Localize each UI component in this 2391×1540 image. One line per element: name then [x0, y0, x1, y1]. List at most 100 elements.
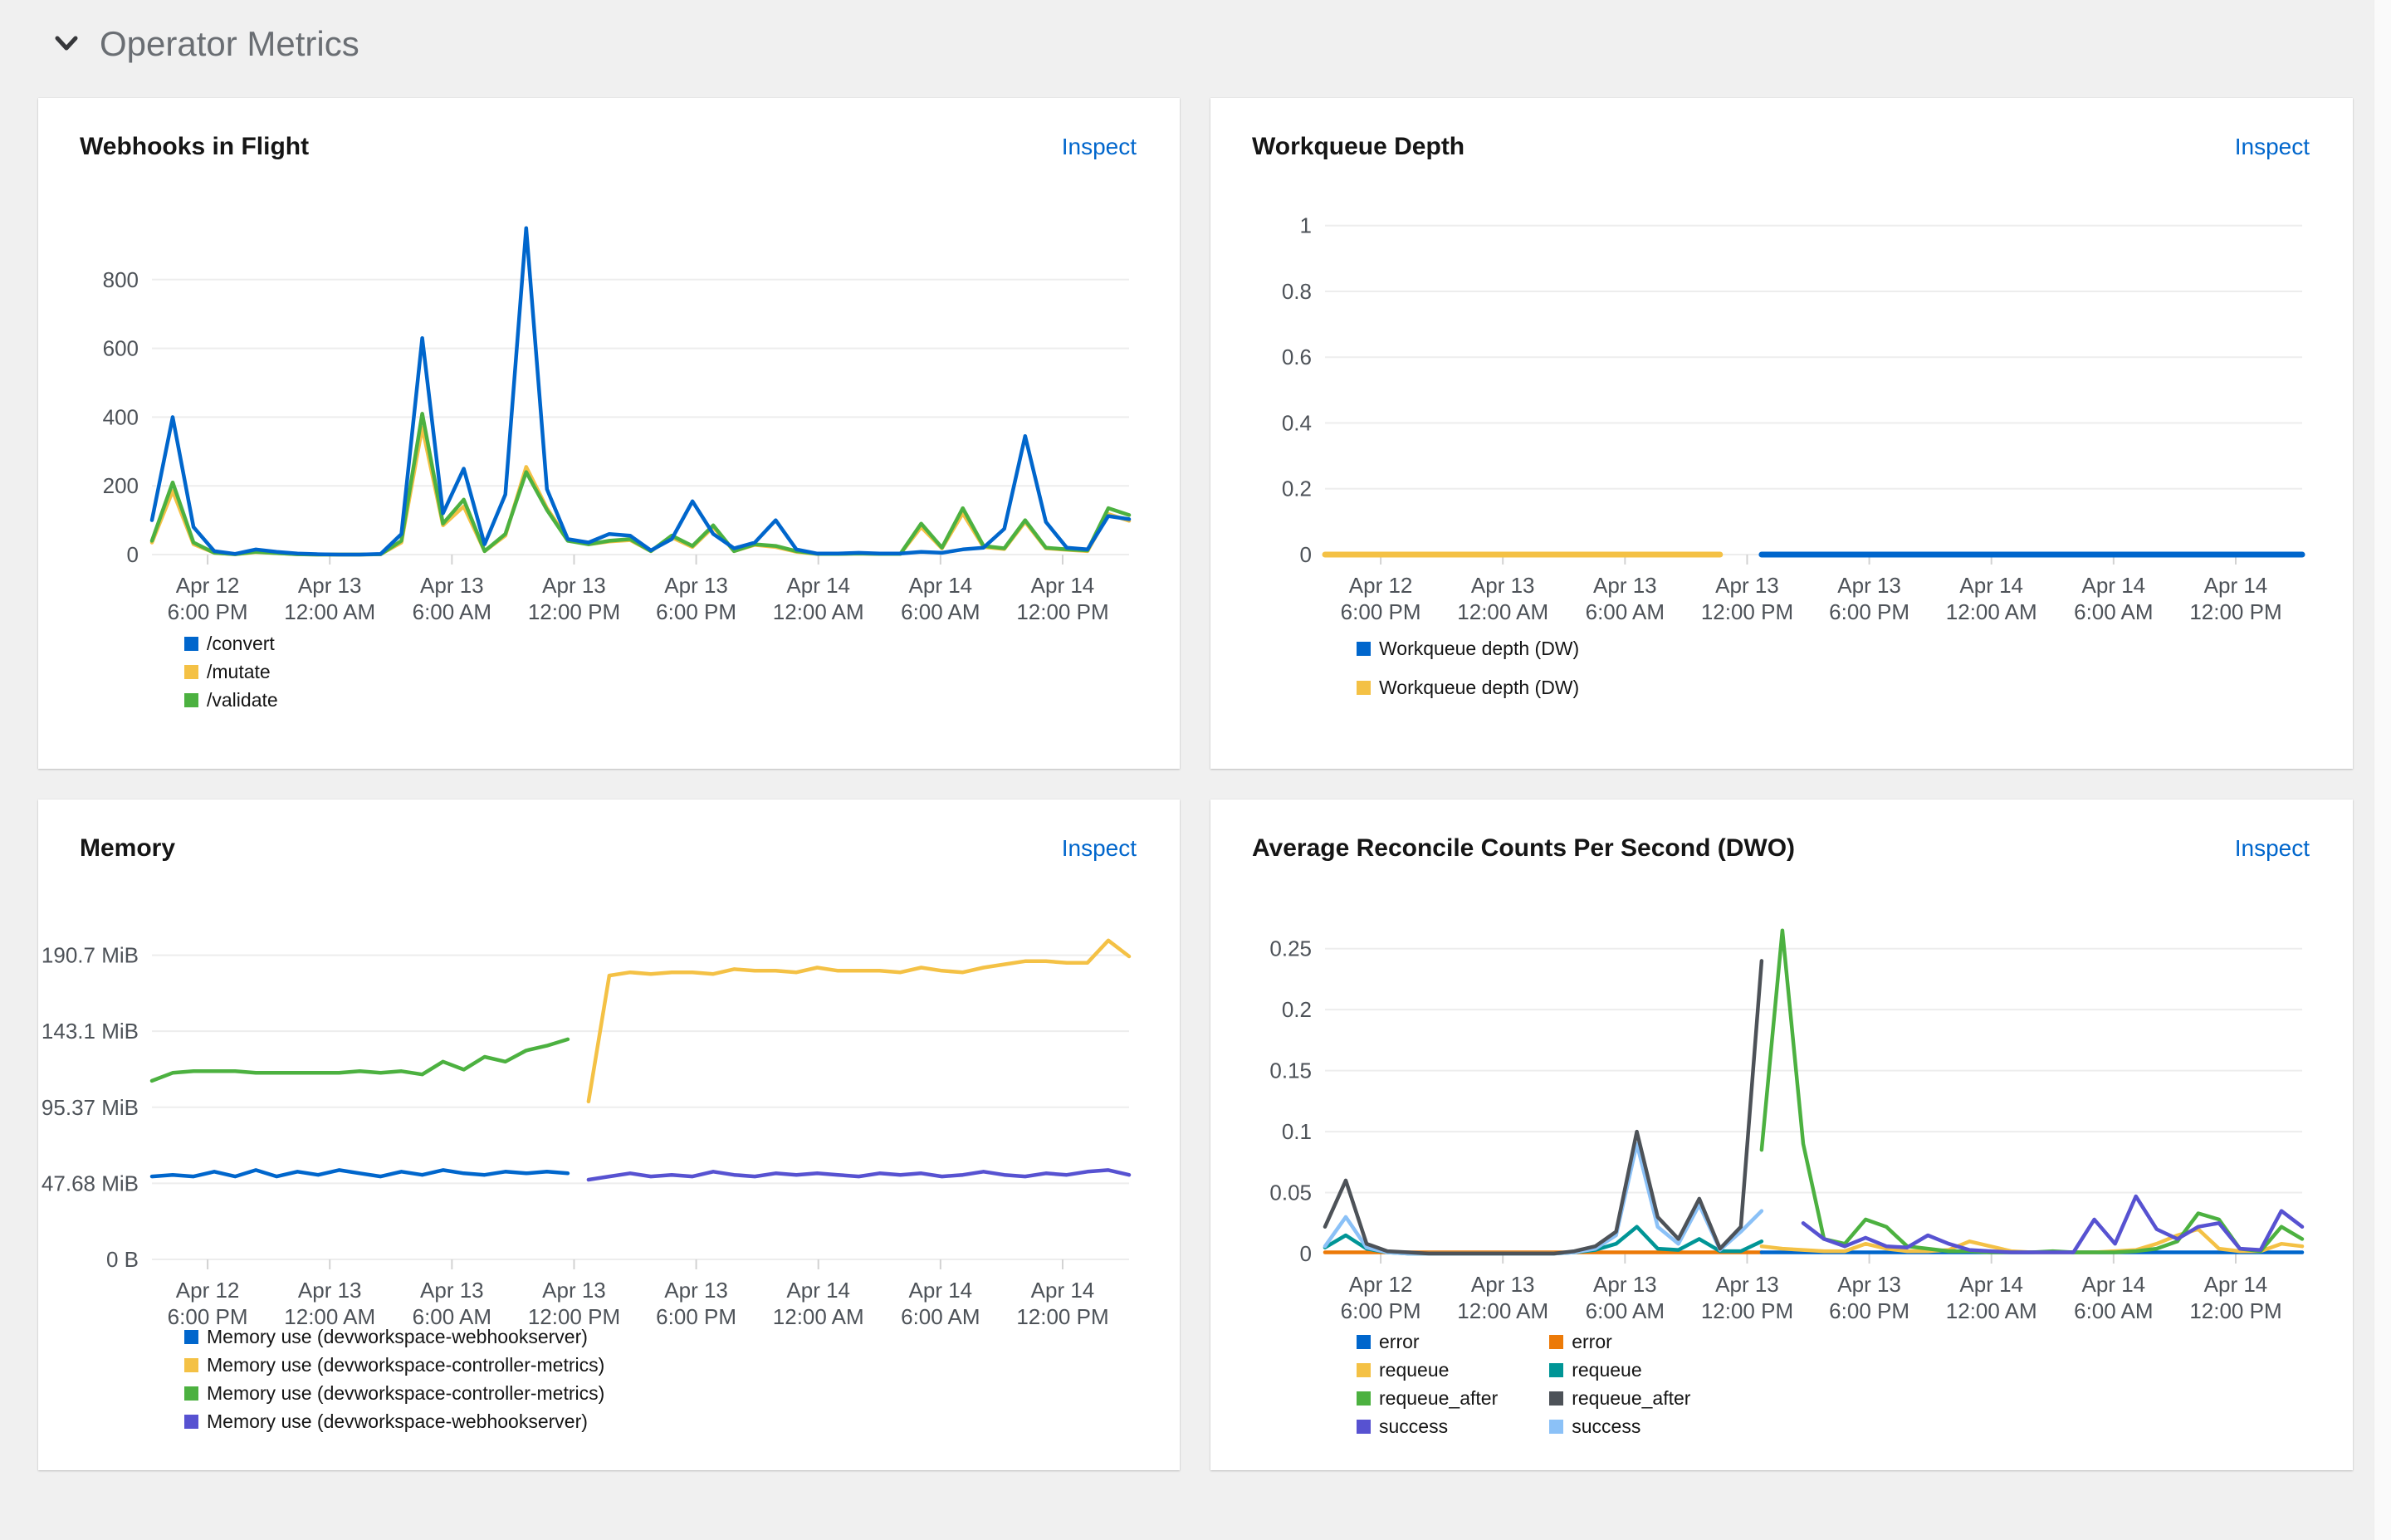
legend-label: requeue_after: [1572, 1387, 1691, 1409]
svg-text:12:00 PM: 12:00 PM: [1701, 599, 1793, 624]
svg-text:12:00 AM: 12:00 AM: [284, 599, 375, 624]
svg-text:Apr 13: Apr 13: [1715, 1272, 1779, 1297]
svg-text:0.1: 0.1: [1282, 1119, 1312, 1144]
legend-label: Memory use (devworkspace-controller-metr…: [207, 1354, 605, 1376]
legend-item: requeue: [1549, 1359, 1690, 1381]
legend-label: requeue_after: [1379, 1387, 1499, 1409]
legend-label: Memory use (devworkspace-webhookserver): [207, 1410, 588, 1432]
inspect-link[interactable]: Inspect: [1061, 835, 1137, 861]
legend-label: error: [1379, 1331, 1420, 1352]
memory-chart[interactable]: 0 B 47.68 MiB 95.37 MiB 143.1 MiB 190.7 MiB A…: [38, 799, 1180, 1470]
svg-text:12:00 PM: 12:00 PM: [2189, 1298, 2281, 1323]
legend-swatch: [1549, 1420, 1564, 1434]
inspect-link[interactable]: Inspect: [1061, 134, 1137, 159]
legend-item: Memory use (devworkspace-webhookserver): [184, 1326, 604, 1348]
legend-item: error: [1549, 1331, 1690, 1353]
inspect-link[interactable]: Inspect: [2234, 134, 2310, 159]
panel-title: Average Reconcile Counts Per Second (DWO…: [1252, 834, 1796, 862]
svg-text:6:00 PM: 6:00 PM: [656, 599, 736, 624]
svg-text:6:00 PM: 6:00 PM: [168, 1304, 248, 1329]
legend-swatch: [1357, 1335, 1371, 1349]
svg-text:0.6: 0.6: [1282, 345, 1312, 369]
panel-webhooks-in-flight: Webhooks in Flight Inspect 0 200 400 600 800…: [38, 98, 1180, 769]
svg-text:0: 0: [1300, 542, 1312, 567]
legend-swatch: [184, 637, 198, 651]
panel-title: Workqueue Depth: [1252, 133, 1465, 160]
legend-swatch: [1549, 1363, 1564, 1377]
legend-swatch: [1549, 1335, 1564, 1349]
svg-text:Apr 14: Apr 14: [909, 1278, 973, 1303]
legend-swatch: [1357, 1363, 1371, 1377]
svg-text:6:00 AM: 6:00 AM: [413, 599, 491, 624]
svg-text:Apr 13: Apr 13: [1593, 1272, 1657, 1297]
legend-item: Workqueue depth (DW): [1357, 638, 1579, 660]
svg-text:190.7 MiB: 190.7 MiB: [42, 943, 139, 968]
legend-swatch: [1357, 681, 1371, 695]
svg-text:12:00 PM: 12:00 PM: [1016, 599, 1108, 624]
svg-text:12:00 AM: 12:00 AM: [1457, 599, 1548, 624]
svg-text:6:00 AM: 6:00 AM: [1586, 1298, 1665, 1323]
svg-text:0.2: 0.2: [1282, 997, 1312, 1022]
legend-swatch: [184, 665, 198, 679]
legend-swatch: [1357, 1420, 1371, 1434]
svg-text:12:00 AM: 12:00 AM: [773, 1304, 864, 1329]
svg-text:Apr 14: Apr 14: [2082, 1272, 2146, 1297]
legend-item: Memory use (devworkspace-controller-metr…: [184, 1382, 604, 1405]
legend-item: /validate: [184, 689, 278, 711]
svg-text:600: 600: [103, 336, 139, 361]
svg-text:6:00 AM: 6:00 AM: [2074, 599, 2153, 624]
chart-legend: Workqueue depth (DW) Workqueue depth (DW): [1357, 638, 1579, 699]
svg-text:6:00 AM: 6:00 AM: [413, 1304, 491, 1329]
svg-text:6:00 PM: 6:00 PM: [656, 1304, 736, 1329]
legend-label: Memory use (devworkspace-webhookserver): [207, 1326, 588, 1347]
svg-text:12:00 PM: 12:00 PM: [1016, 1304, 1108, 1329]
legend-item: error: [1357, 1331, 1498, 1353]
svg-text:Apr 13: Apr 13: [1593, 573, 1657, 598]
chevron-down-icon[interactable]: [53, 35, 80, 53]
legend-label: /validate: [207, 689, 278, 711]
svg-text:6:00 AM: 6:00 AM: [2074, 1298, 2153, 1323]
svg-text:0.05: 0.05: [1269, 1181, 1312, 1205]
svg-text:6:00 PM: 6:00 PM: [1341, 1298, 1421, 1323]
legend-item: Memory use (devworkspace-controller-metr…: [184, 1354, 604, 1376]
svg-text:1: 1: [1300, 213, 1312, 238]
legend-label: success: [1572, 1415, 1641, 1437]
svg-text:0.8: 0.8: [1282, 279, 1312, 304]
legend-swatch: [184, 1358, 198, 1372]
svg-text:Apr 13: Apr 13: [420, 1278, 484, 1303]
inspect-link[interactable]: Inspect: [2234, 835, 2310, 861]
svg-text:Apr 14: Apr 14: [1959, 1272, 2023, 1297]
page-scrollbar[interactable]: [2374, 0, 2391, 1540]
svg-text:Apr 14: Apr 14: [786, 573, 850, 598]
svg-text:Apr 14: Apr 14: [2204, 573, 2268, 598]
legend-swatch: [1549, 1391, 1564, 1406]
chart-legend: /convert/mutate/validate: [184, 633, 278, 711]
svg-text:Apr 13: Apr 13: [542, 573, 606, 598]
svg-text:Apr 12: Apr 12: [176, 1278, 240, 1303]
legend-label: /convert: [207, 633, 275, 654]
panel-workqueue-depth: Workqueue Depth Inspect 0 0.2 0.4 0.6 0.8 1 Ap…: [1210, 98, 2353, 769]
svg-text:Apr 13: Apr 13: [1471, 573, 1535, 598]
svg-text:6:00 AM: 6:00 AM: [1586, 599, 1665, 624]
svg-text:Apr 14: Apr 14: [2082, 573, 2146, 598]
legend-item: Workqueue depth (DW): [1357, 677, 1579, 699]
svg-text:0: 0: [1300, 1241, 1312, 1266]
svg-text:Apr 14: Apr 14: [1031, 573, 1095, 598]
panel-average-reconcile-counts: Average Reconcile Counts Per Second (DWO…: [1210, 799, 2353, 1470]
svg-text:6:00 PM: 6:00 PM: [168, 599, 248, 624]
svg-text:12:00 PM: 12:00 PM: [528, 1304, 620, 1329]
legend-label: requeue: [1572, 1359, 1642, 1381]
svg-text:Apr 12: Apr 12: [1349, 573, 1413, 598]
legend-label: Workqueue depth (DW): [1379, 638, 1580, 659]
svg-text:0.15: 0.15: [1269, 1058, 1312, 1083]
panel-header: Webhooks in Flight Inspect: [38, 98, 1180, 161]
legend-label: success: [1379, 1415, 1449, 1437]
svg-text:12:00 AM: 12:00 AM: [1946, 599, 2037, 624]
svg-text:95.37 MiB: 95.37 MiB: [42, 1095, 139, 1120]
svg-text:Apr 13: Apr 13: [1837, 1272, 1901, 1297]
